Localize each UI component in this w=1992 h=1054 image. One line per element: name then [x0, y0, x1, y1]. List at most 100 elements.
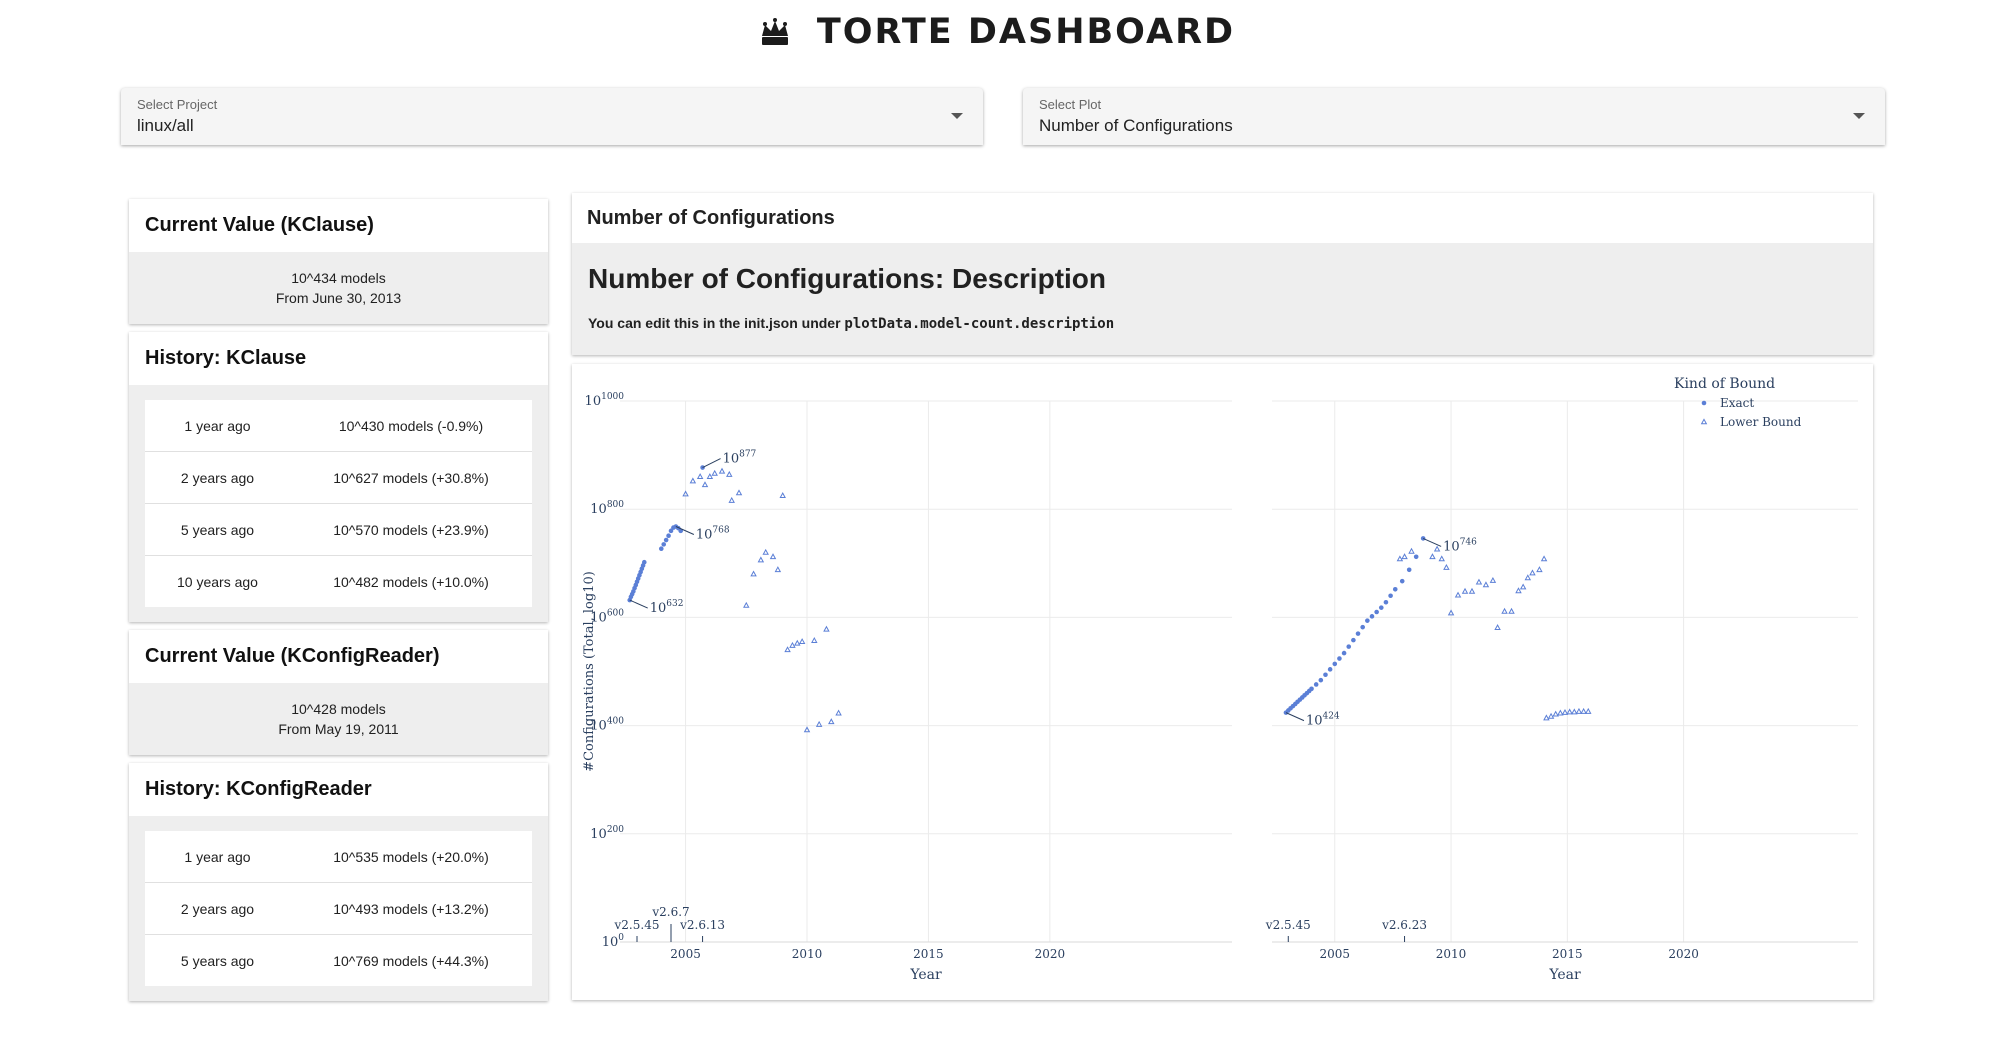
lower-bound-point [1566, 708, 1573, 715]
lower-bound-point [1489, 576, 1497, 583]
lower-bound-point [828, 718, 835, 725]
exact-point [1399, 578, 1405, 584]
table-row: 5 years ago 10^769 models (+44.3%) [145, 935, 532, 986]
history-value: 10^430 models (-0.9%) [338, 417, 484, 434]
current-value-kclause-card: Current Value (KClause) 10^434 models Fr… [129, 199, 548, 324]
lower-bound-point [811, 637, 818, 643]
exact-point [666, 533, 671, 539]
x-tick-label: 2020 [1668, 947, 1699, 961]
lower-bound-point [1543, 714, 1550, 721]
history-value: 10^493 models (+13.2%) [333, 900, 489, 917]
plot-select[interactable]: Select Plot Number of Configurations [1023, 88, 1885, 145]
lower-bound-point [1461, 587, 1469, 594]
app-title: TORTE DASHBOARD [816, 12, 1236, 52]
lower-bound-point [794, 639, 801, 646]
table-row: 1 year ago 10^430 models (-0.9%) [145, 400, 532, 452]
lower-bound-point [789, 641, 796, 648]
lower-bound-point [1508, 607, 1515, 614]
lower-bound-point [689, 477, 697, 484]
y-tick-label: 10200 [590, 825, 624, 842]
version-label: v2.5.45 [1265, 918, 1311, 932]
lower-bound-point [701, 481, 709, 488]
history-when: 5 years ago [180, 521, 255, 538]
history-value: 10^769 models (+44.3%) [333, 952, 489, 969]
x-tick-label: 2005 [1320, 947, 1351, 961]
lower-bound-point [1547, 712, 1555, 719]
history-value: 10^627 models (+30.8%) [333, 469, 489, 486]
lower-bound-point [718, 467, 726, 474]
exact-point [1374, 609, 1379, 615]
annotation-label: 10424 [1306, 712, 1340, 729]
table-row: 1 year ago 10^535 models (+20.0%) [145, 831, 532, 883]
history-table: 1 year ago 10^535 models (+20.0%) 2 year… [129, 816, 548, 1001]
exact-point [1392, 586, 1398, 592]
project-select[interactable]: Select Project linux/all [121, 88, 983, 145]
annotation-arrow [675, 526, 695, 535]
annotation-label: 10746 [1443, 537, 1477, 554]
lower-bound-point [1501, 607, 1508, 614]
lower-bound-point [815, 720, 823, 727]
lower-bound-point [823, 625, 830, 632]
y-tick-label: 100 [602, 933, 625, 950]
lower-bound-point [762, 548, 769, 555]
exact-point [1332, 661, 1338, 667]
dropdown-arrow-icon[interactable] [1853, 113, 1865, 119]
annotation-arrow [1422, 537, 1442, 547]
description-text: You can edit this in the init.json under… [588, 315, 1857, 332]
history-value: 10^570 models (+23.9%) [333, 521, 489, 538]
exact-point [1360, 624, 1365, 630]
dropdown-arrow-icon[interactable] [951, 113, 963, 119]
annotation-label: 10632 [650, 599, 684, 616]
x-axis-label: Year [909, 967, 942, 983]
exact-point [1383, 599, 1389, 605]
plot-card: 2005 2010 2015 2020 Year v2.5.45 v2.6.7 v2.6.13… [572, 364, 1873, 1000]
y-axis-label: #Configurations (Total, log10) [582, 571, 597, 772]
lower-bound-point [726, 470, 733, 477]
exact-point [1365, 618, 1370, 623]
lower-bound-point [743, 601, 750, 608]
y-tick-label: 101000 [585, 392, 625, 409]
scatter-chart[interactable]: 2005 2010 2015 2020Yearv2.5.45v2.6.7v2.6.13… [572, 364, 1873, 1000]
card-title: Current Value (KClause) [145, 214, 374, 236]
lower-bound-point [1494, 624, 1501, 630]
exact-point [1413, 554, 1419, 560]
legend-item-lower-bound: Lower Bound [1720, 415, 1802, 429]
x-tick-label: 2015 [913, 947, 944, 961]
current-value: 10^428 models [291, 701, 386, 717]
exact-point [1323, 672, 1328, 678]
annotation-label: 10877 [723, 450, 757, 467]
exact-point [661, 542, 667, 547]
legend-exact-marker [1701, 400, 1707, 406]
lower-bound-point [1454, 591, 1462, 598]
version-label: v2.6.13 [679, 918, 725, 932]
description-heading: Number of Configurations: Description [588, 263, 1106, 294]
legend-item-exact: Exact [1720, 396, 1754, 410]
lower-bound-point [1433, 545, 1441, 552]
lower-bound-point [779, 492, 786, 498]
lower-bound-point [1401, 553, 1408, 560]
annotation-label: 10768 [696, 526, 730, 543]
lower-bound-point [1561, 708, 1569, 715]
annotation-arrow [629, 599, 648, 609]
exact-point [1318, 677, 1324, 683]
lower-bound-point [798, 638, 806, 645]
exact-point [1309, 686, 1314, 692]
y-tick-label: 10400 [590, 717, 624, 734]
exact-point [1378, 605, 1384, 610]
app-header: TORTE DASHBOARD [0, 0, 1992, 64]
card-title: History: KClause [145, 347, 307, 369]
exact-point [663, 537, 669, 543]
history-value: 10^535 models (+20.0%) [333, 848, 489, 865]
lower-bound-point [769, 553, 777, 560]
x-tick-label: 2010 [792, 947, 823, 961]
exact-point [1355, 631, 1361, 636]
exact-point [1406, 567, 1412, 573]
exact-point [1327, 667, 1333, 672]
x-tick-label: 2015 [1552, 947, 1583, 961]
lower-bound-point [728, 496, 735, 503]
lower-bound-point [682, 490, 689, 497]
table-row: 2 years ago 10^627 models (+30.8%) [145, 452, 532, 504]
current-value: 10^434 models [291, 270, 386, 286]
lower-bound-point [1585, 707, 1592, 714]
exact-point [1369, 614, 1375, 619]
